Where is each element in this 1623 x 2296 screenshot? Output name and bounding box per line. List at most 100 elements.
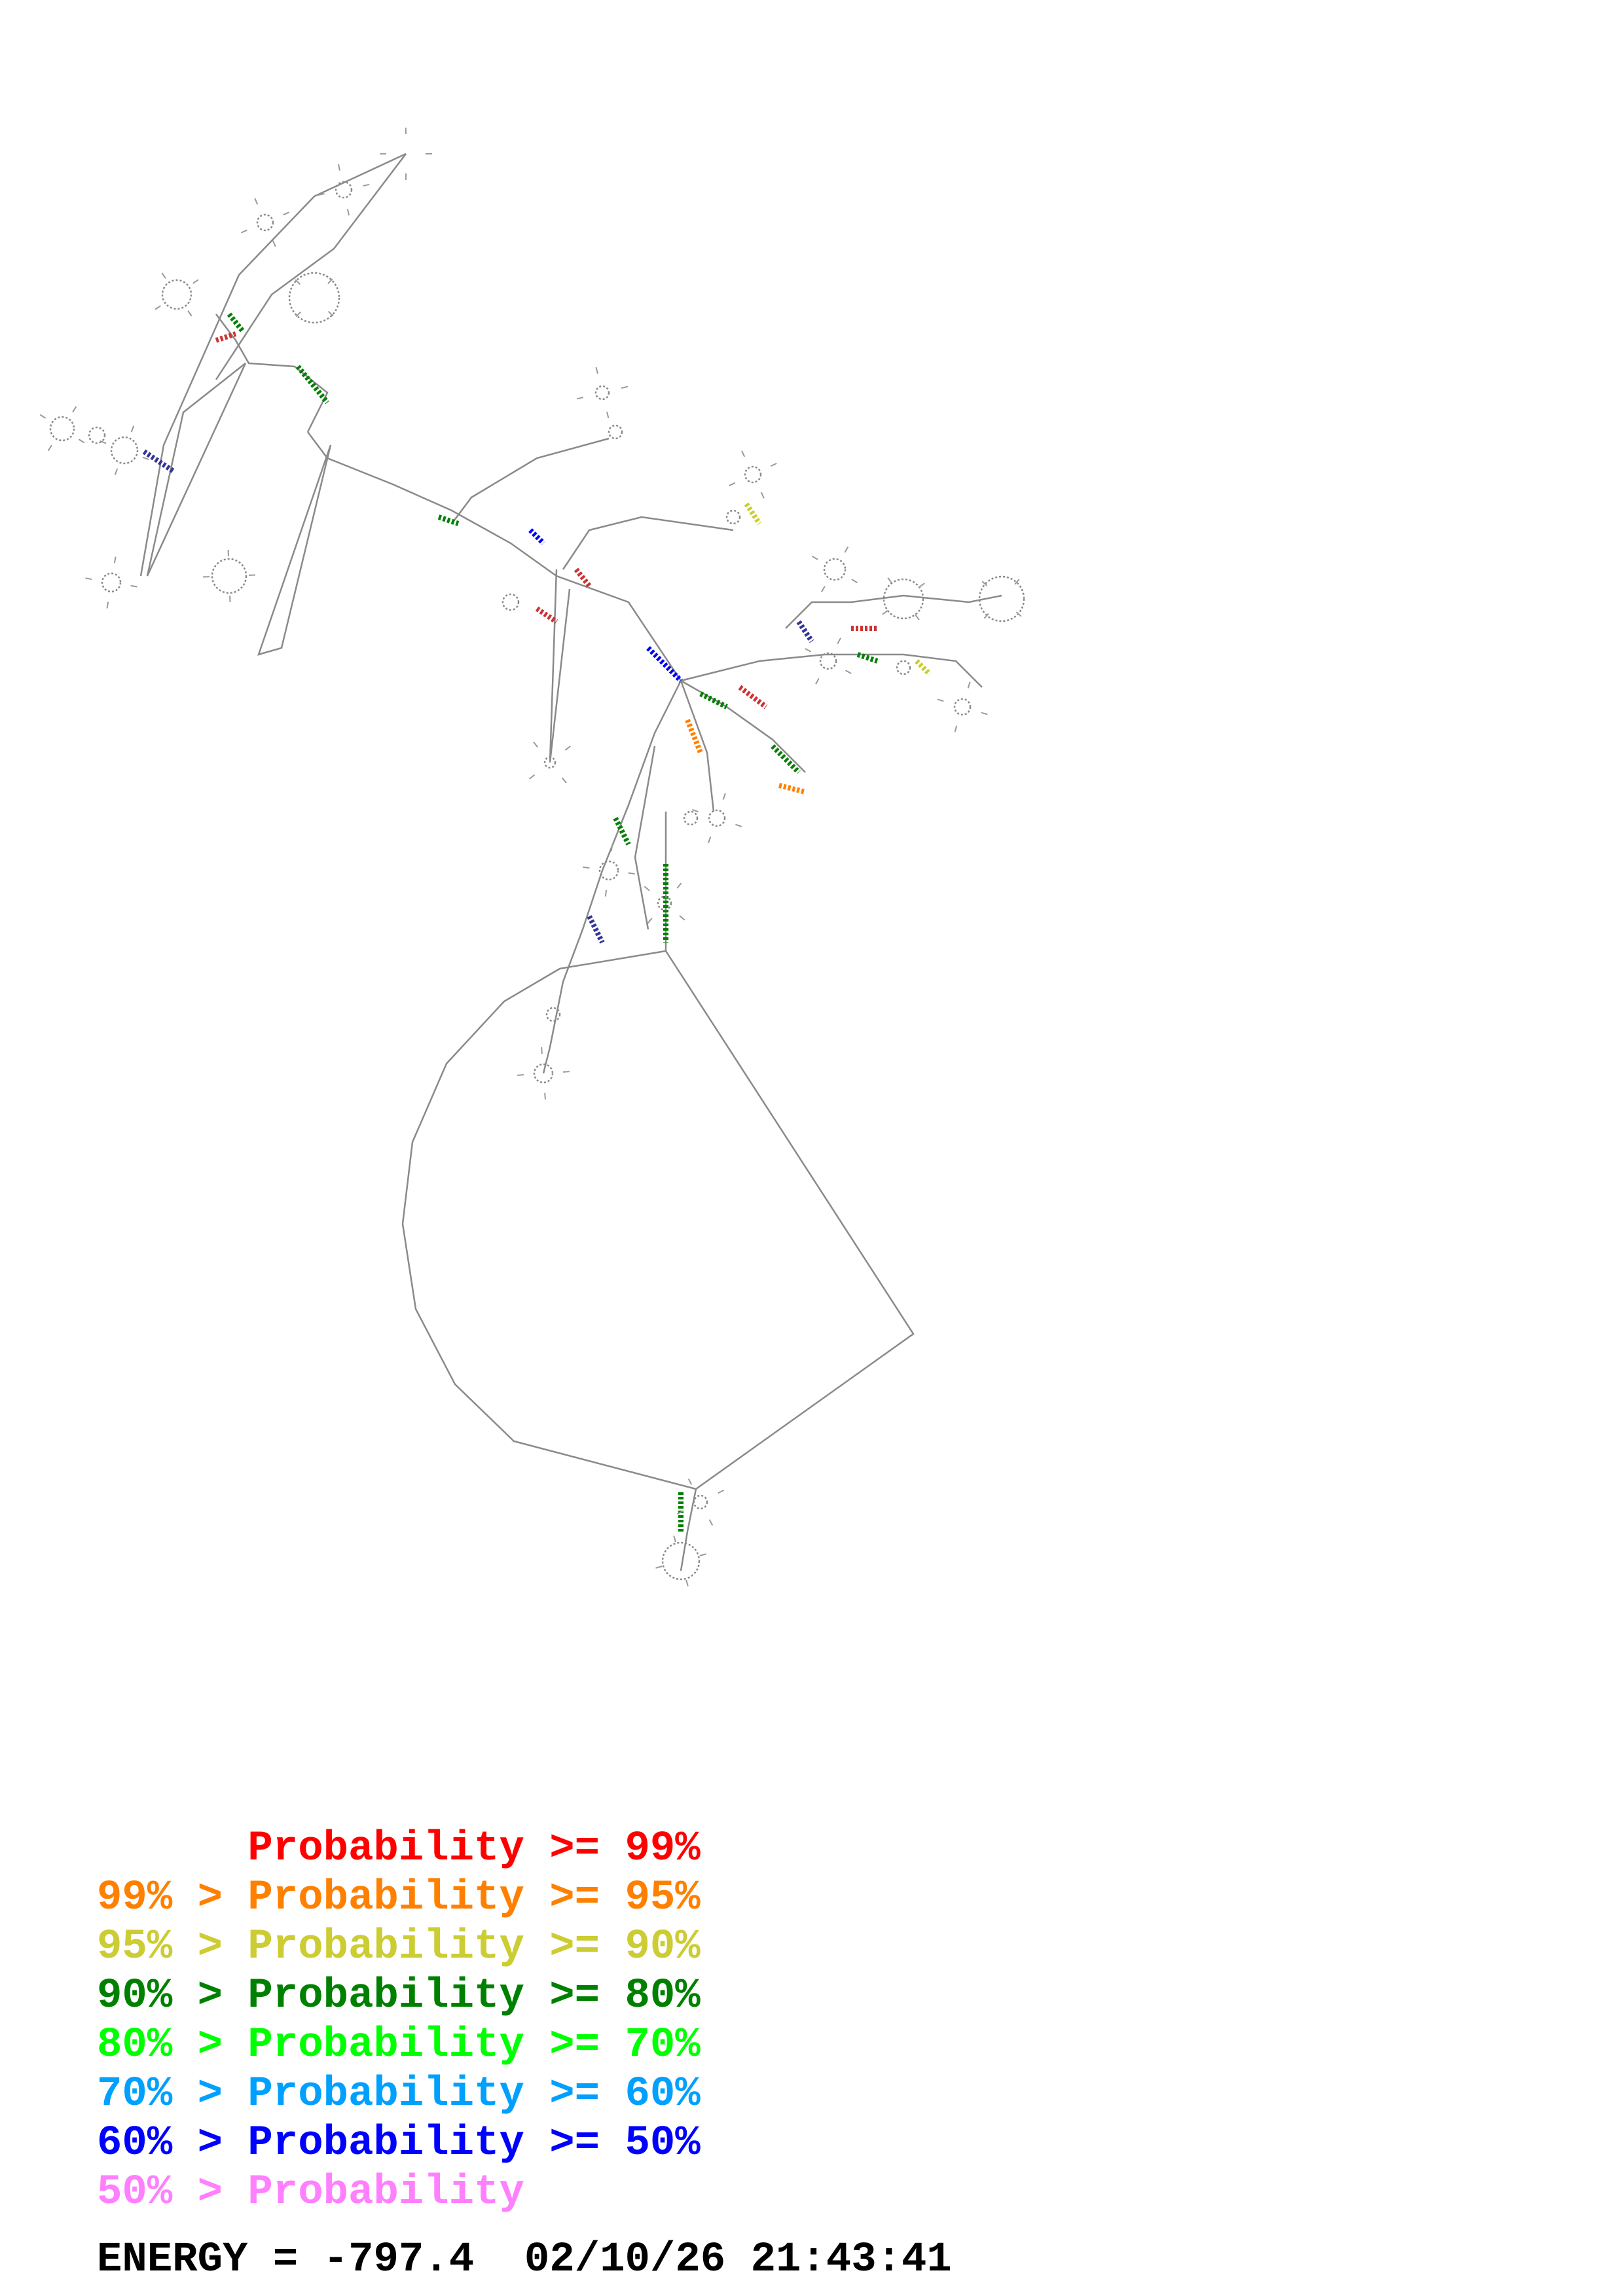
nucleotide-tick — [595, 367, 598, 374]
helix-stem — [744, 502, 762, 526]
nucleotide-tick — [815, 677, 820, 685]
legend-row-prefix: 60% > — [97, 2120, 248, 2167]
bottom-stem-line — [680, 1488, 697, 1571]
nucleotide-tick — [887, 577, 892, 584]
loop-circle — [594, 385, 610, 401]
nucleotide-tick — [691, 809, 699, 813]
loop-circle — [744, 465, 762, 484]
nucleotide-tick — [1014, 579, 1020, 585]
lower-left-spur — [634, 745, 656, 930]
nucleotide-tick — [644, 886, 650, 891]
hairpin-loops — [49, 181, 1025, 1581]
loop-circle — [335, 181, 353, 199]
helix-stem — [699, 691, 728, 709]
nucleotide-tick — [722, 793, 726, 800]
nucleotide-tick — [363, 183, 370, 187]
nucleotide-tick — [628, 872, 635, 875]
nucleotide-tick — [837, 637, 841, 645]
nucleotide-tick — [981, 711, 988, 715]
nucleotide-tick — [142, 456, 149, 461]
loop-circle — [657, 895, 672, 911]
nucleotide-tick — [687, 1478, 693, 1485]
arc-right-center — [562, 516, 734, 570]
loop-circle — [101, 572, 122, 593]
legend-row-prefix: 70% > — [97, 2071, 248, 2118]
legend-row-label: Probability >= 60% — [247, 2071, 701, 2118]
nucleotide-tick — [741, 450, 746, 457]
nucleotide-tick — [673, 1535, 676, 1543]
nucleotide-tick — [187, 310, 192, 317]
nucleotide-tick — [845, 670, 852, 674]
nucleotide-tick — [679, 915, 685, 921]
lower-center-arm — [680, 680, 715, 812]
nucleotide-tick — [983, 613, 989, 619]
legend-row-label: Probability — [247, 2169, 524, 2216]
nucleotide-tick — [647, 918, 653, 924]
loop-circle — [211, 558, 247, 594]
loop-circle — [708, 809, 726, 827]
nucleotide-tick — [130, 425, 135, 433]
nucleotide-tick — [283, 211, 290, 216]
loop-circle — [288, 272, 340, 324]
legend-row: Probability >= 99% — [97, 1826, 700, 1872]
nucleotide-tick — [811, 555, 818, 560]
nucleotide-tick — [882, 610, 888, 615]
nucleotide-tick — [981, 581, 988, 586]
nucleotide-tick — [718, 1489, 725, 1494]
right-upper-arm — [785, 594, 1002, 629]
nucleotide-tick — [820, 586, 826, 593]
nucleotide-tick — [685, 1579, 689, 1587]
nucleotide-tick — [295, 279, 301, 285]
helix-stem — [646, 646, 683, 683]
nucleotide-tick — [770, 463, 777, 467]
legend-row: 99% > Probability >= 95% — [97, 1875, 701, 1921]
loop-circle — [598, 860, 619, 881]
legend-row-label: Probability >= 80% — [247, 1973, 701, 2020]
loop-circle — [161, 279, 192, 310]
nucleotide-tick — [967, 681, 971, 689]
backbone-lines — [139, 152, 1002, 1571]
lower-left-arm — [542, 680, 682, 1074]
nucleotide-tick — [327, 311, 334, 317]
nucleotide-ticks — [39, 127, 1022, 1587]
nucleotide-tick — [610, 844, 613, 852]
loop-circle — [819, 652, 837, 670]
nucleotide-tick — [161, 272, 166, 279]
nucleotide-tick — [272, 240, 276, 247]
helix-stem — [915, 659, 932, 676]
nucleotide-tick — [583, 866, 590, 869]
nucleotide-tick — [576, 397, 584, 400]
loop-circle — [88, 426, 106, 444]
loop-circle — [725, 509, 741, 525]
nucleotide-tick — [1015, 611, 1022, 617]
legend-row-prefix: 80% > — [97, 2022, 248, 2069]
loop-circle — [501, 593, 520, 611]
long-connector-far-left — [146, 363, 247, 577]
loop-circle — [883, 578, 924, 620]
loop-circle — [543, 756, 556, 769]
nucleotide-tick — [347, 209, 350, 216]
nucleotide-tick — [529, 774, 536, 780]
nucleotide-tick — [919, 583, 925, 588]
helix-stem — [738, 685, 768, 709]
nucleotide-tick — [562, 1071, 570, 1073]
nucleotide-tick — [676, 882, 682, 889]
loop-circle — [823, 558, 847, 581]
helix-stem — [535, 606, 558, 624]
legend-row-prefix: 90% > — [97, 1973, 248, 2020]
large-multiloop — [401, 950, 915, 1490]
nucleotide-tick — [155, 305, 161, 310]
helix-stem — [587, 915, 605, 944]
legend-row-label: Probability >= 50% — [247, 2120, 701, 2167]
upper-arm — [307, 431, 682, 681]
nucleotide-tick — [72, 406, 77, 413]
nucleotide-tick — [337, 164, 340, 171]
loop-circle — [978, 575, 1025, 622]
loop-circle — [896, 660, 911, 675]
helix-stem — [796, 620, 814, 643]
legend-row-label: Probability >= 90% — [247, 1924, 701, 1971]
nucleotide-tick — [318, 193, 325, 196]
nucleotide-tick — [47, 444, 52, 452]
helix-stem — [613, 817, 631, 846]
nucleotide-tick — [805, 648, 812, 653]
